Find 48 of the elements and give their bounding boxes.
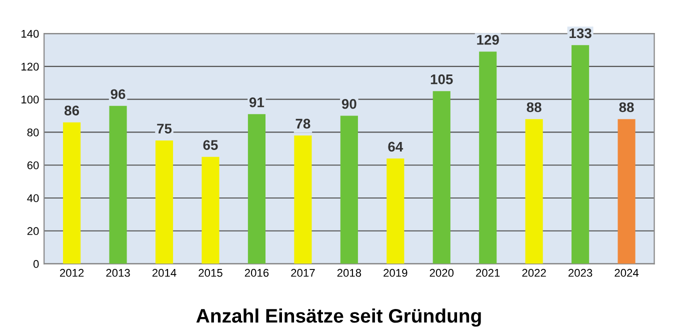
- x-tick-label: 2012: [60, 268, 84, 277]
- y-tick-label: 40: [27, 194, 39, 202]
- data-label: 86: [64, 106, 80, 116]
- x-tick-label: 2021: [476, 268, 500, 277]
- y-tick-label: 0: [33, 260, 39, 268]
- x-tick-label: 2022: [522, 268, 546, 277]
- bar: [294, 136, 312, 264]
- y-tick-label: 120: [22, 62, 39, 71]
- data-label: 105: [430, 74, 453, 84]
- bar: [525, 119, 543, 264]
- data-label: 88: [526, 102, 542, 112]
- bar: [248, 114, 266, 264]
- y-tick-label: 80: [27, 128, 39, 136]
- data-label: 90: [342, 99, 356, 109]
- x-tick-label: 2019: [384, 268, 408, 277]
- x-tick-label: 2015: [198, 268, 222, 277]
- bar: [109, 106, 127, 264]
- data-label: 96: [110, 89, 126, 100]
- y-tick-label: 140: [22, 30, 39, 38]
- x-tick-label: 2018: [337, 268, 362, 277]
- x-tick-label: 2023: [568, 268, 592, 277]
- y-tick-label: 20: [27, 227, 39, 236]
- x-tick-label: 2014: [152, 268, 176, 277]
- text: Anzahl Einsätze seit Gründung: [196, 308, 481, 327]
- bar: [155, 140, 174, 264]
- bar: [386, 158, 404, 264]
- x-tick-label: 2016: [244, 268, 269, 277]
- data-label: 65: [203, 140, 218, 150]
- bar: [618, 119, 636, 264]
- data-label: 78: [296, 118, 310, 129]
- bar: [202, 156, 220, 264]
- x-tick-label: 2020: [430, 268, 454, 277]
- data-label: 64: [388, 142, 404, 152]
- bar: [63, 122, 81, 264]
- y-tick-label: 60: [27, 161, 39, 170]
- x-tick-label: 2017: [291, 268, 315, 277]
- data-label: 88: [619, 102, 634, 112]
- bar: [340, 116, 358, 264]
- data-label: 129: [477, 34, 499, 45]
- bar: [432, 91, 450, 264]
- x-tick-label: 2013: [106, 268, 130, 277]
- data-label: 133: [570, 28, 592, 38]
- bar: [572, 45, 590, 264]
- data-label: 91: [249, 97, 264, 108]
- bar: [479, 52, 497, 264]
- x-tick-label: 2024: [614, 268, 639, 277]
- data-label: 75: [157, 124, 172, 134]
- y-tick-label: 100: [22, 96, 39, 104]
